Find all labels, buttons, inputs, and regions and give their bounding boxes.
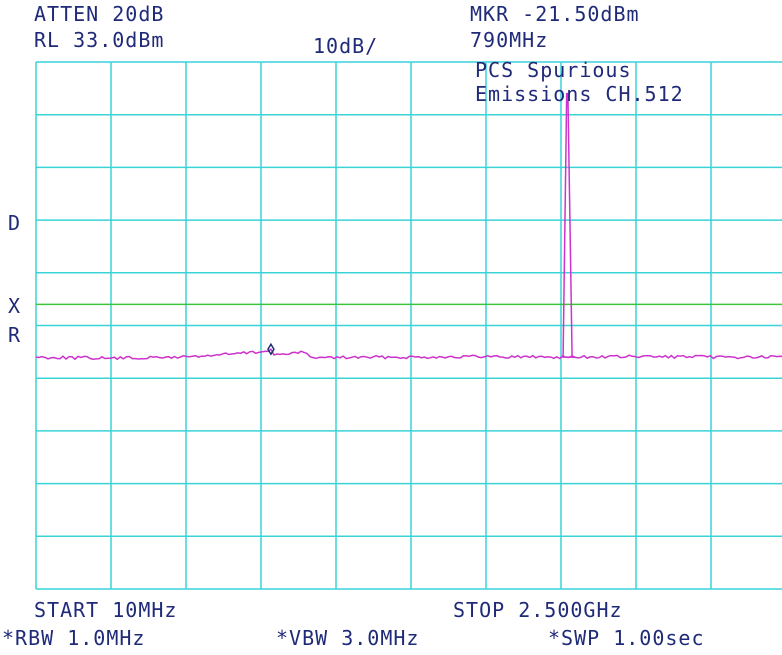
start-frequency-label: START 10MHz <box>34 598 178 622</box>
reference-marker: R <box>8 323 22 347</box>
annotation-line-1: PCS Spurious <box>475 58 632 82</box>
scale-label: 10dB/ <box>313 34 379 58</box>
stop-frequency-label: STOP 2.500GHz <box>453 598 623 622</box>
rbw-label: *RBW 1.0MHz <box>2 626 146 650</box>
spectrum-trace <box>35 92 782 361</box>
limit-line-marker: X <box>8 294 22 318</box>
annotation-line-2: Emissions CH.512 <box>475 82 684 106</box>
marker-frequency-label: 790MHz <box>470 28 549 52</box>
display-line-marker: D <box>8 211 22 235</box>
marker-diamond <box>267 342 275 356</box>
reference-level-label: RL 33.0dBm <box>34 28 165 52</box>
attenuation-label: ATTEN 20dB <box>34 2 165 26</box>
marker-amplitude-label: MKR -21.50dBm <box>470 2 640 26</box>
sweep-time-label: *SWP 1.00sec <box>548 626 705 650</box>
vbw-label: *VBW 3.0MHz <box>276 626 420 650</box>
